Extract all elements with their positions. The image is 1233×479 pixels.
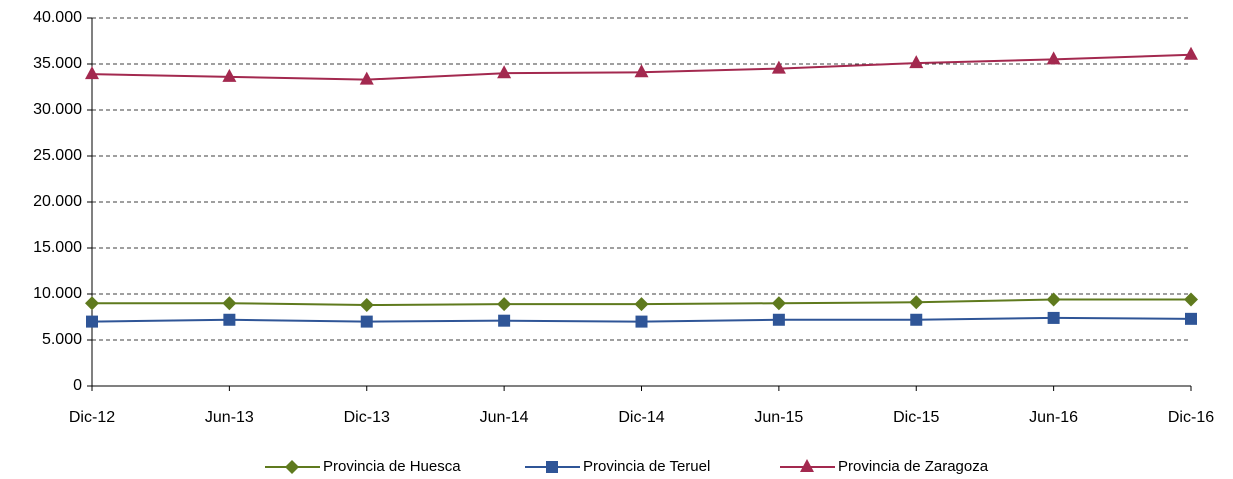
marker <box>497 297 512 312</box>
marker <box>1184 46 1198 60</box>
x-tick-label: Dic-16 <box>1168 409 1214 426</box>
marker <box>772 313 785 326</box>
y-tick-label: 5.000 <box>42 331 82 348</box>
marker <box>223 313 236 326</box>
legend-label: Provincia de Huesca <box>323 458 461 475</box>
marker <box>359 71 374 85</box>
marker <box>1047 311 1060 324</box>
marker <box>359 298 374 313</box>
x-tick-label: Dic-13 <box>344 409 390 426</box>
marker <box>635 315 648 328</box>
y-tick-label: 40.000 <box>33 9 82 26</box>
marker <box>1184 292 1198 307</box>
marker <box>222 68 237 82</box>
marker <box>86 315 98 328</box>
legend-label: Provincia de Teruel <box>583 458 710 475</box>
marker <box>1046 292 1061 307</box>
y-tick-label: 10.000 <box>33 285 82 302</box>
y-tick-label: 20.000 <box>33 193 82 210</box>
marker <box>85 296 99 311</box>
marker <box>222 296 237 311</box>
marker <box>634 297 649 312</box>
marker <box>285 460 299 474</box>
marker <box>634 64 649 78</box>
x-tick-label: Dic-15 <box>893 409 939 426</box>
legend-label: Provincia de Zaragoza <box>838 458 989 475</box>
marker <box>910 313 923 326</box>
marker <box>85 66 99 80</box>
marker <box>498 314 511 327</box>
marker <box>360 315 373 328</box>
marker <box>1185 312 1197 325</box>
marker <box>546 461 558 473</box>
marker <box>909 55 924 69</box>
y-tick-label: 35.000 <box>33 55 82 72</box>
legend: Provincia de Huesca Provincia de Teruel Pr… <box>265 458 989 475</box>
y-tick-label: 25.000 <box>33 147 82 164</box>
y-tick-label: 30.000 <box>33 101 82 118</box>
x-tick-label: Dic-12 <box>69 409 115 426</box>
marker <box>1046 51 1061 65</box>
x-tick-label: Jun-14 <box>480 409 529 426</box>
marker <box>497 65 512 79</box>
marker <box>771 296 786 311</box>
marker <box>800 459 814 472</box>
marker <box>771 60 786 74</box>
x-tick-label: Jun-16 <box>1029 409 1078 426</box>
marker <box>909 295 924 310</box>
y-tick-label: 0 <box>73 377 82 394</box>
x-tick-label: Jun-15 <box>754 409 803 426</box>
x-tick-label: Jun-13 <box>205 409 254 426</box>
x-tick-label: Dic-14 <box>618 409 664 426</box>
y-tick-label: 15.000 <box>33 239 82 256</box>
